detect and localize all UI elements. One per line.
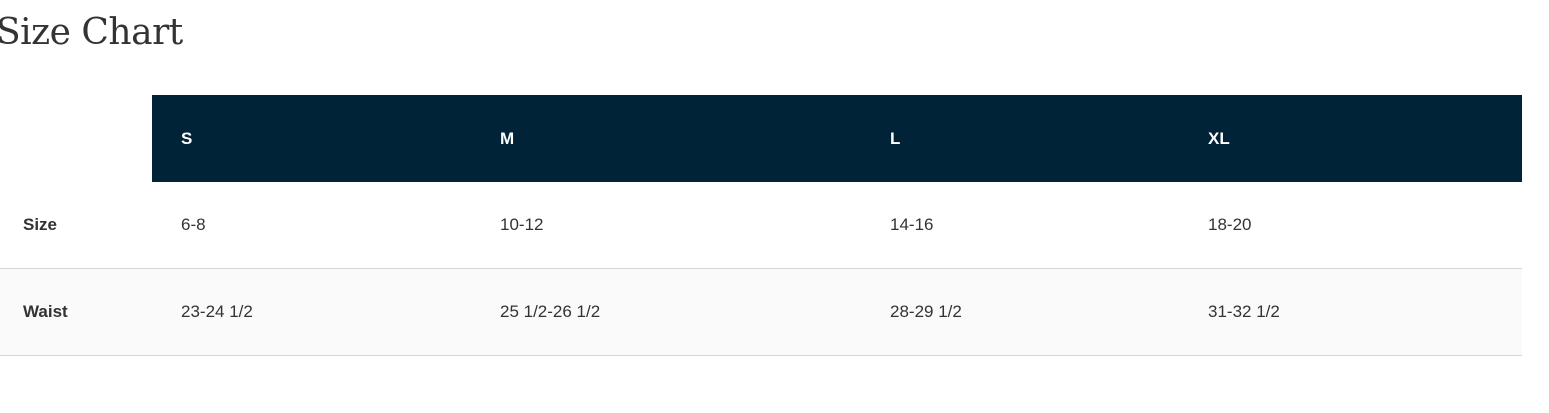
cell: 10-12 — [471, 182, 861, 269]
cell: 6-8 — [152, 182, 471, 269]
cell: 23-24 1/2 — [152, 268, 471, 356]
page-title: Size Chart — [0, 12, 183, 53]
table-row: Size 6-8 10-12 14-16 18-20 — [0, 182, 1522, 269]
header-xl: XL — [1179, 95, 1522, 182]
header-l: L — [861, 95, 1179, 182]
cell: 25 1/2-26 1/2 — [471, 268, 861, 356]
header-row: S M L XL — [0, 95, 1522, 182]
cell: 18-20 — [1179, 182, 1522, 269]
corner-cell — [0, 95, 152, 182]
row-label: Waist — [0, 268, 152, 356]
cell: 28-29 1/2 — [861, 268, 1179, 356]
table-row: Waist 23-24 1/2 25 1/2-26 1/2 28-29 1/2 … — [0, 268, 1522, 356]
header-m: M — [471, 95, 861, 182]
cell: 31-32 1/2 — [1179, 268, 1522, 356]
size-chart-table: S M L XL Size 6-8 10-12 14-16 18-20 Wais… — [0, 95, 1522, 356]
row-label: Size — [0, 182, 152, 269]
cell: 14-16 — [861, 182, 1179, 269]
header-s: S — [152, 95, 471, 182]
